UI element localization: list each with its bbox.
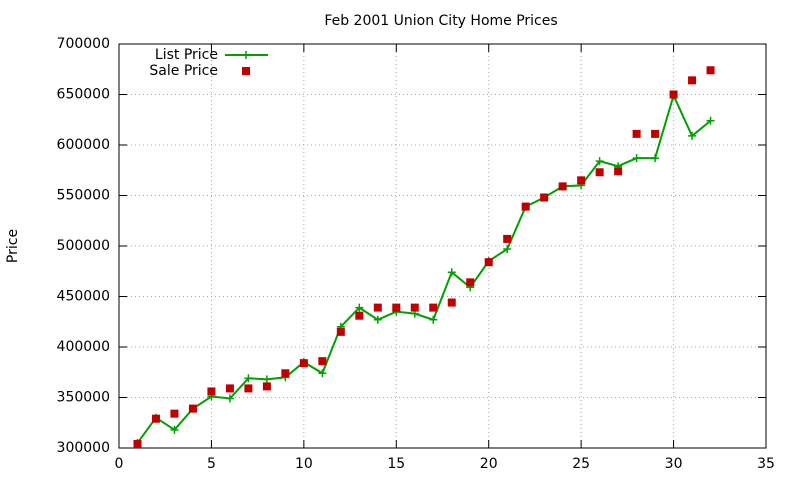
data-point (429, 303, 438, 312)
data-point (373, 303, 382, 312)
legend-swatch (242, 67, 250, 75)
data-point (262, 375, 271, 384)
data-point (484, 258, 493, 267)
data-point (447, 268, 456, 277)
data-point (281, 369, 290, 378)
legend-label: List Price (155, 47, 218, 63)
legend-swatch (242, 51, 250, 59)
y-tick-label: 400000 (57, 339, 110, 355)
data-point (244, 384, 253, 393)
data-point (595, 157, 604, 166)
plot-frame (118, 43, 767, 449)
y-tick-label: 600000 (57, 137, 110, 153)
data-point (595, 168, 604, 177)
data-point (706, 116, 715, 125)
data-point (170, 425, 179, 434)
data-point (318, 357, 327, 366)
data-point (262, 382, 271, 391)
y-tick-label: 550000 (57, 188, 110, 204)
data-point (336, 327, 345, 336)
data-point (540, 193, 549, 202)
data-point (521, 202, 530, 211)
data-point (207, 387, 216, 396)
y-tick-label: 650000 (57, 87, 110, 103)
chart-title: Feb 2001 Union City Home Prices (324, 13, 557, 29)
data-point (410, 303, 419, 312)
data-point (355, 303, 364, 312)
legend-label: Sale Price (149, 63, 218, 79)
y-tick-label: 500000 (57, 238, 110, 254)
data-point (188, 404, 197, 413)
data-point (225, 384, 234, 393)
data-point (614, 167, 623, 176)
x-tick-label: 35 (757, 456, 775, 472)
data-line (136, 92, 712, 444)
y-tick-label: 350000 (57, 390, 110, 406)
data-point (558, 182, 567, 191)
x-tick-label: 30 (665, 456, 683, 472)
data-point (503, 234, 512, 243)
data-point (688, 131, 697, 140)
y-tick-label: 300000 (57, 440, 110, 456)
data-point (151, 414, 160, 423)
data-point (651, 129, 660, 138)
data-point (170, 409, 179, 418)
data-point (577, 176, 586, 185)
data-point (299, 359, 308, 368)
data-point (466, 278, 475, 287)
data-point (225, 394, 234, 403)
data-point (429, 315, 438, 324)
data-point (447, 298, 456, 307)
data-point (669, 90, 678, 99)
data-point (355, 311, 364, 320)
x-tick-label: 10 (295, 456, 313, 472)
y-axis-label: Price (5, 229, 21, 263)
data-point (688, 76, 697, 85)
x-tick-label: 0 (115, 456, 124, 472)
data-point (318, 369, 327, 378)
x-tick-label: 25 (572, 456, 590, 472)
data-point (632, 154, 641, 163)
x-tick-label: 15 (387, 456, 405, 472)
data-point (632, 129, 641, 138)
x-tick-label: 20 (480, 456, 498, 472)
y-tick-label: 450000 (57, 289, 110, 305)
data-point (706, 66, 715, 75)
y-tick-label: 700000 (57, 36, 110, 52)
data-point (651, 154, 660, 163)
data-point (244, 374, 253, 383)
data-point (392, 303, 401, 312)
data-point (503, 245, 512, 254)
data-point (133, 439, 142, 448)
x-tick-label: 5 (207, 456, 216, 472)
data-point (373, 315, 382, 324)
